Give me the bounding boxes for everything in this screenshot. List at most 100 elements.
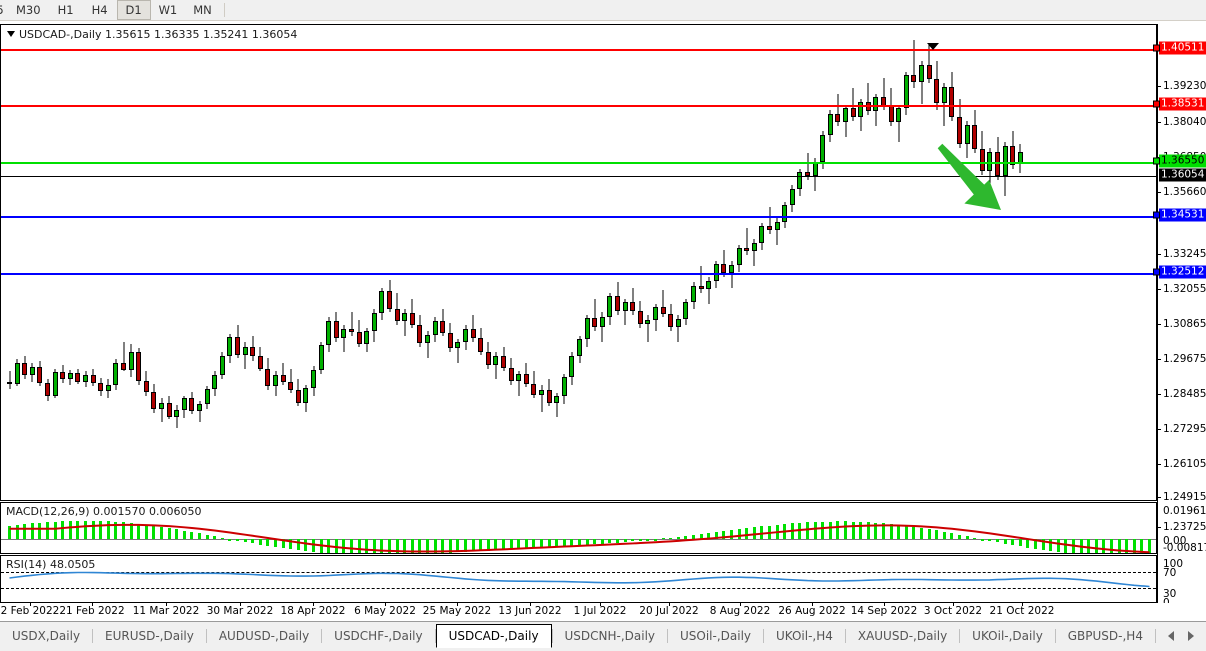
chart-tab-usdcnh-daily[interactable]: USDCNH-,Daily xyxy=(564,629,656,643)
candle-wick xyxy=(161,398,162,423)
timeframe-button-h4[interactable]: H4 xyxy=(91,3,108,17)
candle-body-bullish xyxy=(379,290,385,313)
candle-body-bullish xyxy=(432,320,438,335)
macd-histogram-bar xyxy=(198,533,201,539)
timeframe-button-d1[interactable]: D1 xyxy=(116,0,151,20)
rsi-axis-label: 70 xyxy=(1163,567,1177,579)
rsi-line xyxy=(9,571,1150,588)
candle-wick xyxy=(541,384,542,412)
candle-body-bullish xyxy=(463,328,468,342)
level-line-handle[interactable] xyxy=(1153,100,1160,108)
candle-wick xyxy=(913,39,915,89)
candlestick xyxy=(698,25,704,500)
time-axis-label: 2 Feb 2022 xyxy=(0,605,60,617)
level-line-handle[interactable] xyxy=(1153,44,1160,52)
candle-wick xyxy=(282,363,284,385)
candlestick xyxy=(546,25,552,500)
candle-wick xyxy=(776,217,778,245)
candle-wick xyxy=(343,325,345,353)
chart-tab-usoil-daily[interactable]: USOil-,Daily xyxy=(679,629,752,643)
chart-tab-eurusd-daily[interactable]: EURUSD-,Daily xyxy=(105,629,194,643)
macd-histogram-bar xyxy=(555,539,559,547)
support-1.32512[interactable] xyxy=(1,273,1156,275)
chart-tab-usdchf-daily[interactable]: USDCHF-,Daily xyxy=(334,629,423,643)
candle-wick xyxy=(199,400,200,423)
macd-axis-label: -0.008173 xyxy=(1163,542,1206,554)
candlestick xyxy=(539,25,544,500)
collapse-triangle-icon[interactable] xyxy=(7,31,15,37)
price-axis-label: 1.28485 xyxy=(1163,388,1206,400)
candle-body-bearish xyxy=(265,368,271,387)
axis-spine xyxy=(1157,24,1158,603)
candle-body-bullish xyxy=(371,312,377,331)
candlestick xyxy=(599,25,605,500)
macd-histogram-bar xyxy=(965,536,969,539)
candlestick xyxy=(615,25,620,500)
candle-body-bullish xyxy=(318,344,324,370)
timeframe-button-w1[interactable]: W1 xyxy=(158,3,178,17)
time-axis-tick xyxy=(530,603,531,606)
candle-body-bullish xyxy=(873,96,879,112)
candle-body-bullish xyxy=(341,328,347,338)
candlestick xyxy=(455,25,461,500)
candle-wick xyxy=(351,312,352,337)
price-axis[interactable]: 1.392301.380401.368501.356601.332451.320… xyxy=(1153,24,1206,609)
level-line-marker-icon[interactable] xyxy=(927,43,939,50)
candle-body-bearish xyxy=(721,264,727,273)
candlestick xyxy=(979,25,985,500)
tab-scroll-left-icon[interactable] xyxy=(1168,631,1174,641)
tab-scroll-right-icon[interactable] xyxy=(1188,631,1194,641)
price-chart-pane[interactable]: USDCAD-,Daily 1.35615 1.36335 1.35241 1.… xyxy=(0,24,1157,501)
macd-histogram-bar xyxy=(106,521,110,539)
candlestick xyxy=(1017,25,1023,500)
level-line-handle[interactable] xyxy=(1153,268,1160,276)
timeframe-button-h1[interactable]: H1 xyxy=(57,3,74,17)
chart-tab-ukoil-daily[interactable]: UKOil-,Daily xyxy=(972,629,1043,643)
last-price-1.36054[interactable] xyxy=(1,176,1156,177)
candlestick xyxy=(926,25,932,500)
chart-tab-audusd-daily[interactable]: AUDUSD-,Daily xyxy=(218,629,310,643)
chart-tab-strip: USDX,Daily EURUSD-,Daily AUDUSD-,Daily USDC… xyxy=(0,624,1156,648)
resistance-1.40511[interactable] xyxy=(1,49,1156,51)
candlestick xyxy=(143,25,149,500)
timeframe-button-5[interactable]: 5 xyxy=(0,0,8,20)
support-1.34531[interactable] xyxy=(1,216,1156,218)
timeframe-button-m30[interactable]: M30 xyxy=(16,3,41,17)
candlestick xyxy=(295,25,301,500)
price-level-badge[interactable]: 1.40511 xyxy=(1159,41,1206,55)
candle-body-bullish xyxy=(782,204,788,222)
timeframe-button-mn[interactable]: MN xyxy=(193,3,212,17)
macd-histogram-bar xyxy=(281,539,285,549)
candle-body-bullish xyxy=(964,124,970,144)
price-axis-label: 1.32055 xyxy=(1163,283,1206,295)
chart-tab-xauusd-daily[interactable]: XAUUSD-,Daily xyxy=(857,629,948,643)
last-price-badge[interactable]: 1.36054 xyxy=(1159,168,1206,182)
price-level-badge[interactable]: 1.38531 xyxy=(1159,97,1206,111)
candle-wick xyxy=(457,338,459,364)
chart-tab-usdx-daily[interactable]: USDX,Daily xyxy=(12,629,81,643)
level-line-handle[interactable] xyxy=(1153,157,1160,165)
candlestick xyxy=(7,25,12,500)
chart-tab-ukoil-h4[interactable]: UKOil-,H4 xyxy=(775,629,833,643)
chart-tab-usdcad-daily[interactable]: USDCAD-,Daily xyxy=(435,624,552,648)
rsi-indicator-pane[interactable]: RSI(14) 48.0505 xyxy=(0,555,1157,603)
chart-tab-gbpusd-h4[interactable]: GBPUSD-,H4 xyxy=(1067,629,1143,643)
price-level-badge[interactable]: 1.36550 xyxy=(1159,154,1206,168)
candlestick xyxy=(394,25,400,500)
candlestick xyxy=(865,25,871,500)
macd-histogram-bar xyxy=(99,520,103,539)
price-level-badge[interactable]: 1.32512 xyxy=(1159,265,1206,279)
level-line-handle[interactable] xyxy=(1153,211,1160,219)
macd-indicator-pane[interactable]: MACD(12,26,9) 0.001570 0.006050 xyxy=(0,502,1157,554)
candlestick xyxy=(75,25,81,500)
support-1.36550[interactable] xyxy=(1,162,1156,164)
candlestick xyxy=(463,25,468,500)
price-axis-tick xyxy=(1157,527,1161,528)
candle-body-bearish xyxy=(979,148,985,171)
tab-separator xyxy=(959,629,961,643)
candle-body-bearish xyxy=(166,403,172,417)
candlestick xyxy=(577,25,582,500)
candle-body-bearish xyxy=(288,381,294,390)
price-level-badge[interactable]: 1.34531 xyxy=(1159,208,1206,222)
resistance-1.38531[interactable] xyxy=(1,105,1156,107)
